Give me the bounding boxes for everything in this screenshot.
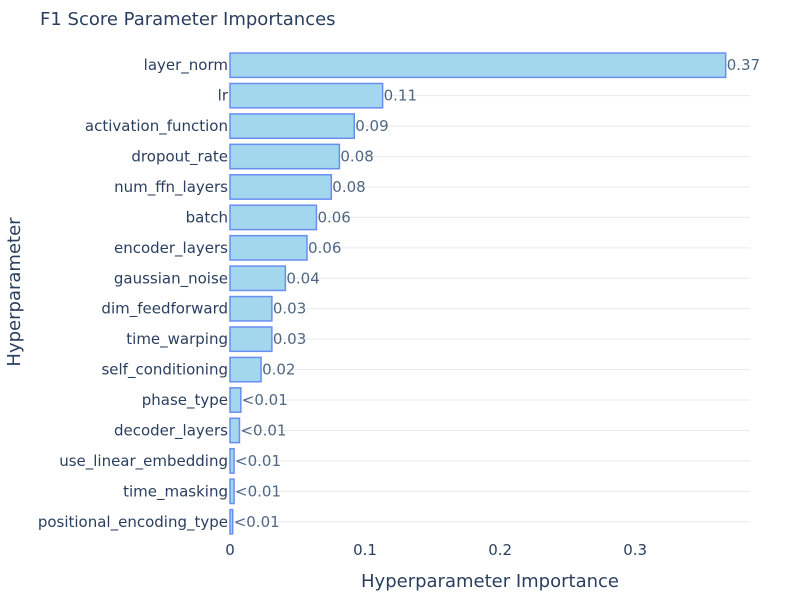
y-tick-label-dropout_rate: dropout_rate bbox=[131, 148, 228, 167]
data-label-batch: 0.06 bbox=[317, 208, 350, 226]
x-axis-title: Hyperparameter Importance bbox=[361, 571, 619, 592]
y-tick-label-layer_norm: layer_norm bbox=[144, 56, 228, 75]
y-tick-label-activation_function: activation_function bbox=[85, 117, 228, 136]
data-label-time_masking: <0.01 bbox=[235, 482, 281, 500]
x-tick-label: 0.1 bbox=[353, 541, 377, 559]
data-label-gaussian_noise: 0.04 bbox=[286, 269, 319, 287]
x-tick-label: 0 bbox=[225, 541, 235, 559]
data-label-encoder_layers: 0.06 bbox=[308, 239, 341, 257]
data-label-decoder_layers: <0.01 bbox=[240, 421, 286, 439]
data-label-positional_encoding_type: <0.01 bbox=[234, 513, 280, 531]
bar-gaussian_noise[interactable] bbox=[229, 265, 287, 292]
y-tick-label-positional_encoding_type: positional_encoding_type bbox=[38, 513, 228, 532]
data-label-num_ffn_layers: 0.08 bbox=[332, 178, 365, 196]
data-label-use_linear_embedding: <0.01 bbox=[235, 452, 281, 470]
chart-title: F1 Score Parameter Importances bbox=[40, 9, 336, 30]
y-tick-label-num_ffn_layers: num_ffn_layers bbox=[114, 178, 228, 197]
bar-decoder_layers[interactable] bbox=[229, 417, 241, 444]
data-label-activation_function: 0.09 bbox=[355, 117, 388, 135]
y-tick-label-decoder_layers: decoder_layers bbox=[114, 421, 228, 440]
data-label-self_conditioning: 0.02 bbox=[262, 361, 295, 379]
bar-positional_encoding_type[interactable] bbox=[229, 508, 234, 535]
data-label-phase_type: <0.01 bbox=[242, 391, 288, 409]
bar-time_warping[interactable] bbox=[229, 326, 273, 353]
bar-num_ffn_layers[interactable] bbox=[229, 174, 333, 200]
bar-batch[interactable] bbox=[229, 204, 318, 231]
x-tick-labels: 0 0.1 0.2 0.3 bbox=[225, 541, 647, 559]
x-tick-label: 0.2 bbox=[488, 541, 512, 559]
y-tick-label-batch: batch bbox=[186, 208, 228, 226]
y-tick-label-encoder_layers: encoder_layers bbox=[114, 239, 228, 258]
bar-dropout_rate[interactable] bbox=[229, 143, 341, 170]
bar-encoder_layers[interactable] bbox=[229, 234, 308, 261]
data-label-dropout_rate: 0.08 bbox=[340, 148, 373, 166]
data-label-dim_feedforward: 0.03 bbox=[273, 300, 306, 318]
data-label-time_warping: 0.03 bbox=[273, 330, 306, 348]
x-tick-label: 0.3 bbox=[623, 541, 647, 559]
y-axis-title: Hyperparameter bbox=[4, 217, 25, 367]
bar-self_conditioning[interactable] bbox=[229, 356, 262, 383]
data-labels: 0.37 0.11 0.09 0.08 0.08 0.06 0.06 0.04 0.03 0.03… bbox=[234, 56, 760, 531]
bar-activation_function[interactable] bbox=[229, 113, 356, 140]
data-label-lr: 0.11 bbox=[384, 87, 417, 105]
y-tick-label-self_conditioning: self_conditioning bbox=[101, 361, 228, 380]
y-tick-label-lr: lr bbox=[218, 87, 229, 105]
bars bbox=[229, 52, 727, 535]
bar-lr[interactable] bbox=[229, 82, 384, 109]
y-tick-label-use_linear_embedding: use_linear_embedding bbox=[59, 452, 228, 471]
y-tick-label-gaussian_noise: gaussian_noise bbox=[114, 269, 228, 288]
bar-layer_norm[interactable] bbox=[229, 52, 727, 79]
bar-dim_feedforward[interactable] bbox=[229, 295, 273, 322]
y-tick-label-time_masking: time_masking bbox=[123, 482, 228, 501]
bar-phase_type[interactable] bbox=[229, 387, 242, 413]
data-label-layer_norm: 0.37 bbox=[727, 56, 760, 74]
y-tick-label-phase_type: phase_type bbox=[142, 391, 228, 410]
bar-time_masking[interactable] bbox=[229, 478, 235, 505]
y-tick-label-time_warping: time_warping bbox=[126, 330, 228, 349]
y-tick-label-dim_feedforward: dim_feedforward bbox=[101, 300, 228, 319]
bar-use_linear_embedding[interactable] bbox=[229, 447, 235, 474]
